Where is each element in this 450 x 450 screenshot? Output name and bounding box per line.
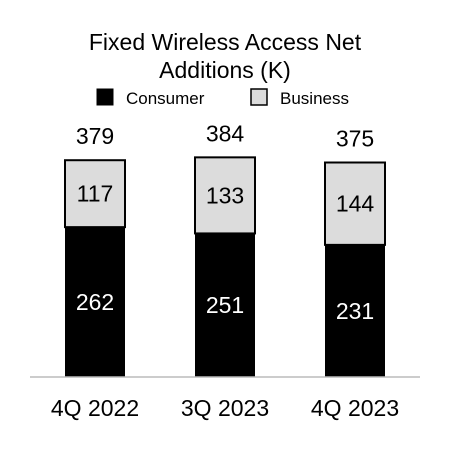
total-label: 384 [206, 120, 245, 146]
chart-title-line-2: Additions (K) [159, 57, 291, 83]
data-label-business: 117 [77, 181, 114, 207]
data-label-consumer: 251 [206, 292, 244, 318]
data-label-consumer: 231 [336, 298, 374, 324]
data-label-consumer: 262 [76, 289, 114, 315]
legend: Consumer Business [96, 88, 349, 108]
legend-label-consumer: Consumer [126, 89, 205, 108]
legend-label-business: Business [280, 89, 349, 108]
bar-segment-consumer [65, 227, 125, 377]
data-label-business: 133 [206, 182, 244, 208]
bar-segment-consumer [325, 244, 385, 377]
data-label-business: 144 [336, 191, 375, 217]
total-label: 379 [76, 123, 114, 149]
bar-segment-business [64, 159, 126, 229]
x-tick-label: 4Q 2023 [311, 395, 399, 421]
bar-segment-consumer [195, 233, 255, 377]
total-label: 375 [336, 126, 374, 152]
x-tick-label: 4Q 2022 [51, 395, 139, 421]
bar-segment-business [324, 161, 386, 246]
legend-swatch-business [250, 88, 268, 106]
chart-title-line-1: Fixed Wireless Access Net [89, 29, 362, 55]
legend-swatch-consumer [96, 88, 114, 106]
x-tick-label: 3Q 2023 [181, 395, 269, 421]
bar-segment-business [194, 156, 256, 235]
bars-group: 262 117 379 4Q 2022 251 133 384 3Q 2023 231 144 37… [51, 120, 399, 421]
